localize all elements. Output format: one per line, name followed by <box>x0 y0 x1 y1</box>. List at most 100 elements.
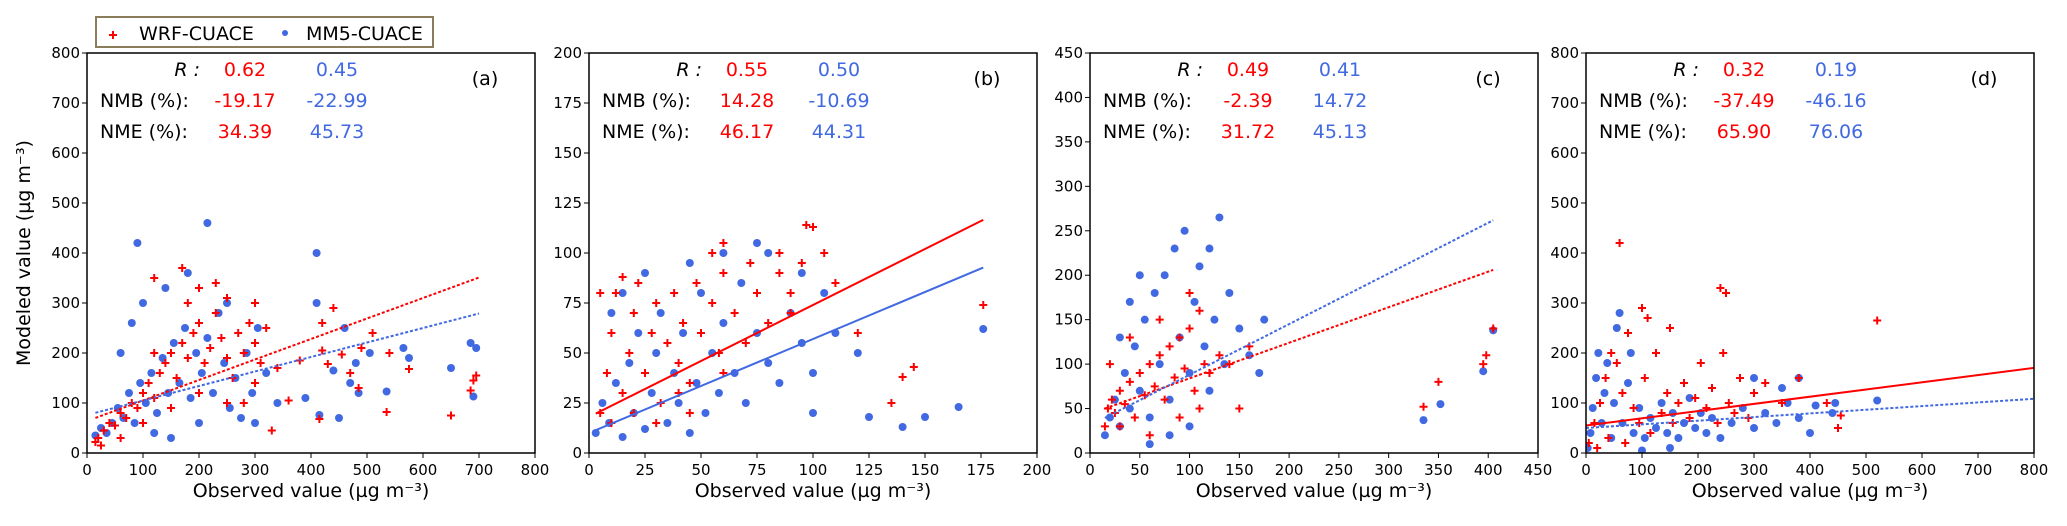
wrf-point <box>1175 333 1184 342</box>
mm5-point <box>697 289 705 297</box>
wrf-point <box>634 279 643 287</box>
x-tick-label: 150 <box>911 461 940 479</box>
mm5-fit-line <box>1586 397 2034 429</box>
y-tick-label: 700 <box>51 94 80 112</box>
wrf-point <box>105 419 114 427</box>
wrf-point <box>1125 333 1134 342</box>
wrf-point <box>674 359 683 367</box>
wrf-point <box>1593 444 1602 452</box>
wrf-point <box>629 309 638 317</box>
mm5-point <box>405 354 413 362</box>
wrf-point <box>831 279 840 287</box>
mm5-point <box>809 369 817 377</box>
wrf-point <box>1643 314 1652 322</box>
mm5-point <box>1225 289 1234 297</box>
wrf-point <box>262 324 271 332</box>
mm5-point <box>1235 324 1244 333</box>
y-tick-label: 50 <box>563 344 582 362</box>
mm5-point <box>1794 414 1803 422</box>
y-tick-label: 600 <box>1550 144 1579 162</box>
mm5-point <box>865 413 873 421</box>
wrf-point <box>697 329 705 337</box>
wrf-point <box>346 369 355 377</box>
mm5-point <box>203 219 212 227</box>
x-axis-label: Observed value (µg m⁻³) <box>1692 480 1929 502</box>
wrf-point <box>211 279 220 287</box>
wrf-nme-value: 65.90 <box>1717 121 1771 143</box>
mm5-point <box>354 389 363 397</box>
x-tick-label: 300 <box>1740 461 1769 479</box>
mm5-point <box>223 299 231 307</box>
mm5-point <box>1778 384 1786 392</box>
wrf-point <box>284 396 293 405</box>
y-tick-label: 350 <box>1054 133 1083 151</box>
mm5-point <box>1125 297 1134 306</box>
mm5-point <box>351 359 360 367</box>
wrf-nme-value: 46.17 <box>720 121 774 143</box>
wrf-point <box>898 373 907 381</box>
y-tick-label: 500 <box>1550 194 1579 212</box>
legend-wrf-marker-icon <box>109 31 117 39</box>
y-tick-label: 800 <box>51 44 80 62</box>
mm5-point <box>1612 324 1621 332</box>
wrf-nmb-value: -37.49 <box>1713 90 1774 112</box>
x-tick-label: 175 <box>967 461 996 479</box>
mm5-point <box>147 369 156 377</box>
mm5-point <box>136 379 145 387</box>
y-tick-label: 0 <box>572 444 582 462</box>
legend-wrf-label: WRF-CUACE <box>139 23 254 45</box>
mm5-point <box>797 269 806 277</box>
x-axis-label: Observed value (µg m⁻³) <box>193 480 430 502</box>
wrf-point <box>405 365 413 373</box>
wrf-fit-line <box>95 276 480 419</box>
wrf-point <box>1130 413 1139 422</box>
wrf-point <box>1489 324 1498 333</box>
mm5-point <box>979 325 988 333</box>
mm5-point <box>1750 424 1758 432</box>
wrf-point <box>195 284 203 292</box>
mm5-point <box>273 399 282 407</box>
wrf-point <box>91 438 100 446</box>
mm5-point <box>1180 226 1189 235</box>
wrf-point <box>708 299 717 307</box>
wrf-point <box>1601 374 1610 382</box>
wrf-point <box>1419 402 1428 411</box>
wrf-point <box>1434 377 1443 386</box>
wrf-point <box>775 269 784 277</box>
mm5-nme-value: 45.73 <box>310 121 364 143</box>
mm5-point <box>116 349 125 357</box>
x-tick-label: 250 <box>1325 461 1354 479</box>
mm5-point <box>1260 315 1269 324</box>
mm5-point <box>1165 431 1174 440</box>
mm5-point <box>1783 399 1792 407</box>
x-axis-label: Observed value (µg m⁻³) <box>695 480 932 502</box>
mm5-point <box>1657 399 1666 407</box>
mm5-point <box>1727 419 1736 427</box>
mm5-point <box>183 269 192 277</box>
mm5-point <box>611 379 620 387</box>
wrf-point <box>685 379 694 387</box>
x-tick-label: 100 <box>129 461 158 479</box>
wrf-point <box>150 349 159 357</box>
wrf-point <box>679 319 688 327</box>
mm5-point <box>647 389 656 397</box>
mm5-point <box>1873 396 1882 405</box>
wrf-point <box>1680 379 1688 387</box>
panel-a: 0 100 200 300 400 500 600 700 800 0 100 200 300 400 50… <box>51 44 549 502</box>
mm5-point <box>335 414 343 422</box>
wrf-point <box>167 349 175 357</box>
mm5-point <box>625 359 634 367</box>
stat-label-nmb: NMB (%): <box>1103 90 1192 112</box>
y-tick-label: 0 <box>1569 444 1579 462</box>
wrf-point <box>1691 394 1700 402</box>
wrf-nme-value: 31.72 <box>1221 121 1275 143</box>
mm5-point <box>447 364 455 372</box>
x-tick-label: 600 <box>1908 461 1937 479</box>
panel-label: (a) <box>472 68 498 90</box>
mm5-point <box>301 394 310 402</box>
y-tick-label: 500 <box>51 194 80 212</box>
mm5-point <box>1685 394 1694 402</box>
wrf-point <box>820 249 829 257</box>
mm5-r-value: 0.45 <box>316 59 358 81</box>
